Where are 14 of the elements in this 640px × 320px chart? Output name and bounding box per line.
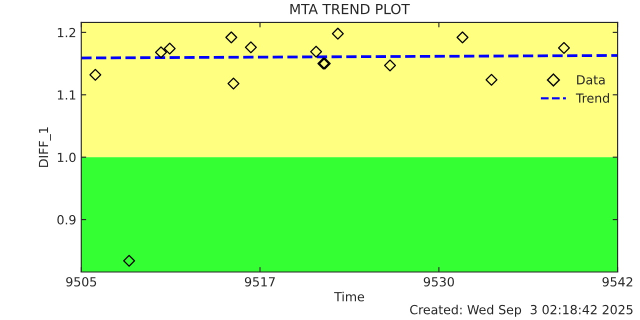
x-tick-label: 9517 [244, 277, 275, 287]
y-tick-label: 1.1 [58, 90, 76, 100]
x-tick-label: 9542 [602, 277, 632, 287]
chart-title: MTA TREND PLOT [290, 4, 410, 14]
y-tick-label: 0.9 [57, 215, 76, 225]
legend-label: Data [577, 75, 605, 85]
legend-label: Trend [576, 93, 609, 103]
text: Created: Wed Sep 3 02:18:42 2025 [410, 304, 633, 317]
x-tick-label: 9505 [66, 277, 96, 287]
y-tick-label: 1.2 [58, 28, 76, 38]
y-axis-title: DIFF_1 [38, 127, 51, 167]
x-tick-label: 9530 [424, 277, 454, 287]
x-axis-title: Time [334, 292, 364, 302]
y-tick-label: 1.0 [58, 152, 76, 162]
